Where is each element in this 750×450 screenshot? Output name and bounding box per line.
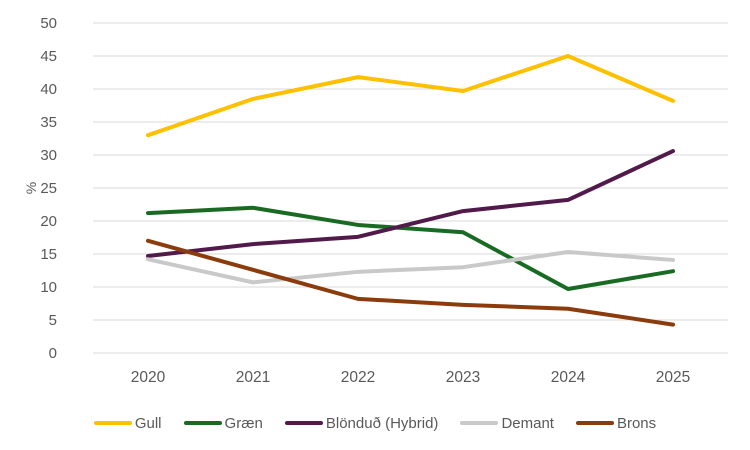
legend-swatch-gr-n [183,420,222,426]
legend-swatch-gull [93,420,132,426]
x-axis-tick-label: 2024 [551,369,586,386]
series-line-gr-n [146,205,675,291]
x-axis-tick-label: 2021 [236,369,270,386]
legend-item-bl-ndu-hybrid-: Blönduð (Hybrid) [284,414,439,432]
legend-item-demant: Demant [460,415,554,432]
legend-swatch-bl-ndu-hybrid- [284,420,323,426]
legend-label-gull: Gull [134,414,162,432]
legend-swatch-brons [575,420,614,426]
y-axis-tick-label: 45 [40,48,57,65]
y-axis-tick-label: 0 [49,345,57,362]
y-axis-tick-label: 25 [40,180,57,197]
series-line-gull [146,54,675,138]
legend-label-brons: Brons [616,414,657,432]
legend-item-gull: Gull [93,414,162,432]
y-axis-tick-label: 50 [40,15,57,32]
y-axis-title: % [23,182,39,194]
legend-label-demant: Demant [501,414,554,432]
y-axis-tick-label: 35 [40,114,57,131]
x-axis-tick-label: 2023 [446,369,480,386]
y-axis-tick-label: 10 [40,279,57,296]
series-line-brons [146,238,675,327]
x-axis-tick-label: 2022 [341,369,375,386]
legend-item-brons: Brons [575,414,657,432]
legend-label-gr-n: Græn [224,414,263,432]
y-axis-tick-label: 5 [49,312,57,329]
y-axis-tick-label: 15 [40,246,57,263]
legend-swatch-demant [460,420,499,426]
legend-item-gr-n: Græn [183,414,263,432]
y-axis-tick-label: 30 [40,147,57,164]
x-axis-tick-label: 2025 [656,369,690,386]
y-axis-tick-label: 20 [40,213,57,230]
legend-label-bl-ndu-hybrid-: Blönduð (Hybrid) [325,414,439,432]
y-axis-tick-label: 40 [40,81,57,98]
legend: Gull Græn Blönduð (Hybrid) Demant Brons [0,410,750,436]
x-axis-tick-label: 2020 [131,369,166,386]
series-line-bl-ndu-hybrid- [146,149,675,258]
series-line-demant [146,250,675,285]
